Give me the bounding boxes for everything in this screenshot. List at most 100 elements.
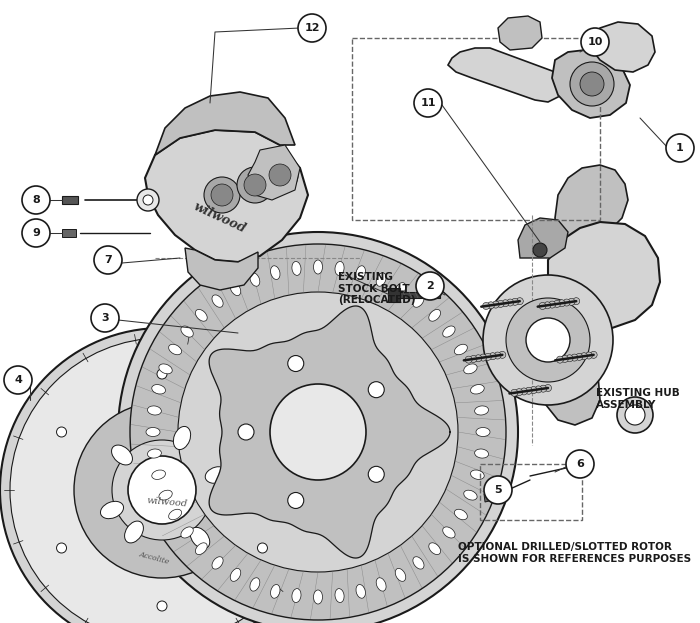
Circle shape bbox=[368, 382, 384, 397]
Ellipse shape bbox=[181, 326, 193, 337]
Text: OPTIONAL DRILLED/SLOTTED ROTOR
IS SHOWN FOR REFERENCES PURPOSES: OPTIONAL DRILLED/SLOTTED ROTOR IS SHOWN … bbox=[458, 542, 691, 564]
Ellipse shape bbox=[475, 449, 489, 458]
Circle shape bbox=[571, 354, 578, 361]
Polygon shape bbox=[548, 222, 660, 328]
Ellipse shape bbox=[475, 406, 489, 415]
Circle shape bbox=[533, 243, 547, 257]
Polygon shape bbox=[498, 16, 542, 50]
Circle shape bbox=[585, 352, 592, 359]
Ellipse shape bbox=[159, 364, 172, 374]
Circle shape bbox=[526, 318, 570, 362]
Ellipse shape bbox=[271, 266, 280, 280]
Circle shape bbox=[157, 601, 167, 611]
Circle shape bbox=[489, 353, 496, 359]
Polygon shape bbox=[388, 288, 400, 302]
Circle shape bbox=[157, 369, 167, 379]
Circle shape bbox=[480, 354, 486, 361]
Circle shape bbox=[502, 300, 509, 307]
Ellipse shape bbox=[314, 590, 323, 604]
Text: 5: 5 bbox=[494, 485, 502, 495]
Polygon shape bbox=[535, 300, 600, 425]
Ellipse shape bbox=[356, 584, 365, 598]
Ellipse shape bbox=[152, 470, 165, 480]
Circle shape bbox=[617, 397, 653, 433]
Ellipse shape bbox=[335, 262, 344, 275]
Ellipse shape bbox=[395, 568, 406, 581]
Ellipse shape bbox=[212, 295, 223, 307]
Text: 6: 6 bbox=[576, 459, 584, 469]
Ellipse shape bbox=[429, 310, 440, 321]
Text: 2: 2 bbox=[426, 281, 434, 291]
Circle shape bbox=[270, 384, 366, 480]
Circle shape bbox=[494, 352, 501, 359]
Circle shape bbox=[178, 292, 458, 572]
Circle shape bbox=[535, 386, 542, 393]
Text: 11: 11 bbox=[420, 98, 435, 108]
Circle shape bbox=[492, 301, 499, 308]
Circle shape bbox=[204, 177, 240, 213]
Ellipse shape bbox=[230, 568, 241, 581]
Circle shape bbox=[238, 424, 254, 440]
Ellipse shape bbox=[376, 578, 386, 591]
Text: 7: 7 bbox=[104, 255, 112, 265]
Circle shape bbox=[298, 14, 326, 42]
Ellipse shape bbox=[159, 490, 172, 500]
Text: 9: 9 bbox=[32, 228, 40, 238]
Text: 10: 10 bbox=[587, 37, 603, 47]
Circle shape bbox=[288, 356, 304, 371]
Ellipse shape bbox=[454, 345, 468, 354]
Text: 3: 3 bbox=[102, 313, 108, 323]
Polygon shape bbox=[145, 130, 308, 262]
Circle shape bbox=[470, 356, 477, 363]
Circle shape bbox=[625, 405, 645, 425]
Circle shape bbox=[590, 351, 597, 358]
Circle shape bbox=[517, 298, 524, 305]
Ellipse shape bbox=[470, 384, 484, 394]
Ellipse shape bbox=[195, 543, 207, 554]
Ellipse shape bbox=[169, 345, 181, 354]
Polygon shape bbox=[518, 218, 568, 258]
Circle shape bbox=[91, 304, 119, 332]
Ellipse shape bbox=[181, 527, 193, 538]
Circle shape bbox=[580, 353, 587, 359]
Circle shape bbox=[368, 467, 384, 482]
Ellipse shape bbox=[429, 543, 440, 554]
Ellipse shape bbox=[152, 384, 165, 394]
Circle shape bbox=[568, 298, 575, 305]
Circle shape bbox=[484, 353, 491, 360]
Text: 4: 4 bbox=[14, 375, 22, 385]
Circle shape bbox=[128, 456, 196, 524]
Circle shape bbox=[506, 298, 590, 382]
Circle shape bbox=[414, 89, 442, 117]
Circle shape bbox=[57, 543, 66, 553]
Circle shape bbox=[10, 338, 314, 623]
Ellipse shape bbox=[195, 310, 207, 321]
Ellipse shape bbox=[335, 589, 344, 602]
Ellipse shape bbox=[271, 584, 280, 598]
Ellipse shape bbox=[454, 509, 468, 520]
Circle shape bbox=[520, 388, 527, 395]
Text: wilwood: wilwood bbox=[192, 200, 248, 236]
Circle shape bbox=[559, 300, 566, 307]
Ellipse shape bbox=[205, 467, 229, 483]
Ellipse shape bbox=[111, 445, 132, 465]
Circle shape bbox=[566, 354, 573, 362]
Circle shape bbox=[549, 301, 556, 308]
Circle shape bbox=[0, 328, 324, 623]
Ellipse shape bbox=[442, 527, 455, 538]
Circle shape bbox=[483, 275, 613, 405]
Bar bbox=[480, 464, 582, 520]
Circle shape bbox=[575, 353, 582, 360]
Circle shape bbox=[581, 28, 609, 56]
Text: wilwood: wilwood bbox=[146, 496, 188, 508]
Circle shape bbox=[262, 157, 298, 193]
Circle shape bbox=[512, 298, 519, 305]
Circle shape bbox=[570, 62, 614, 106]
Circle shape bbox=[258, 543, 267, 553]
Ellipse shape bbox=[148, 406, 162, 415]
Text: EXISTING HUB
ASSEMBLY: EXISTING HUB ASSEMBLY bbox=[596, 388, 680, 409]
Polygon shape bbox=[248, 145, 300, 200]
Circle shape bbox=[499, 351, 506, 358]
Ellipse shape bbox=[292, 262, 301, 275]
Circle shape bbox=[94, 246, 122, 274]
